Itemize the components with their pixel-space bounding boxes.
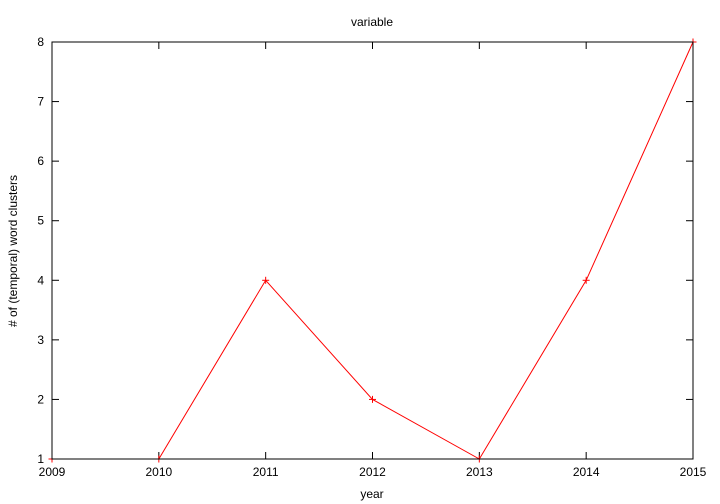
y-tick-label: 5 xyxy=(37,214,44,228)
x-tick-label: 2015 xyxy=(680,465,707,479)
y-tick-label: 4 xyxy=(37,273,44,287)
plot-frame xyxy=(51,41,694,460)
x-tick-label: 2013 xyxy=(466,465,493,479)
x-tick-label: 2014 xyxy=(573,465,600,479)
y-tick-label: 1 xyxy=(37,452,44,466)
y-axis-ticks: 1 2 3 4 5 6 7 8 xyxy=(37,35,693,466)
chart-title: variable xyxy=(351,15,393,29)
y-axis-title: # of (temporal) word clusters xyxy=(6,175,20,327)
data-point-marker xyxy=(582,276,590,284)
x-axis-ticks: 2009 2010 2011 2012 2013 2014 2015 xyxy=(39,42,707,479)
y-tick-label: 2 xyxy=(37,392,44,406)
x-tick-label: 2010 xyxy=(145,465,172,479)
y-tick-label: 8 xyxy=(37,35,44,49)
y-tick-label: 3 xyxy=(37,333,44,347)
x-tick-label: 2009 xyxy=(39,465,66,479)
x-axis-title: year xyxy=(360,487,383,501)
data-point-marker xyxy=(369,395,376,403)
y-tick-label: 7 xyxy=(37,95,44,109)
x-tick-label: 2011 xyxy=(253,465,279,479)
y-tick-label: 6 xyxy=(37,154,44,168)
data-point-marker xyxy=(262,276,270,284)
x-tick-label: 2012 xyxy=(359,465,386,479)
